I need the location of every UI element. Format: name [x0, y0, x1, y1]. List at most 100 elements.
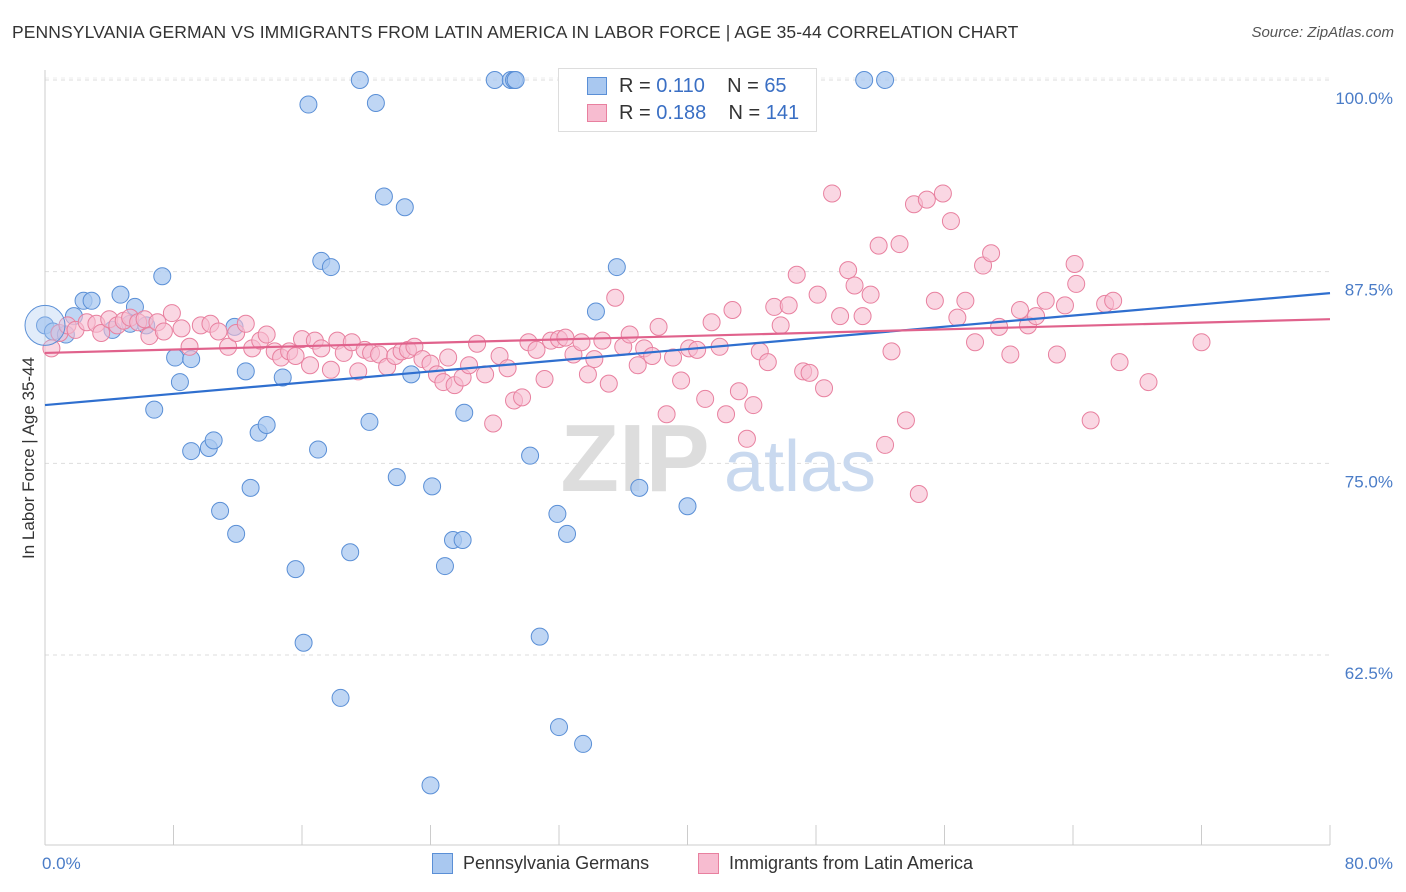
latin-america-point [154, 322, 173, 341]
latin-america-point [771, 316, 790, 335]
legend-r-label: R = [619, 75, 651, 97]
latin-america-point [657, 405, 676, 424]
latin-america-point [966, 333, 985, 352]
latin-america-point [948, 308, 967, 327]
legend-r-value: 0.188 [656, 102, 707, 124]
legend-n-label: N = [727, 75, 759, 97]
legend-n-label: N = [728, 102, 761, 124]
pennsylvania-germans-point [548, 504, 567, 523]
latin-america-point [312, 339, 331, 358]
legend-r-label: R = [619, 102, 651, 124]
axes [44, 70, 1331, 846]
pennsylvania-germans-point [387, 468, 406, 487]
x-tick-label: 0.0% [42, 854, 81, 873]
latin-america-point [853, 307, 872, 326]
pennsylvania-germans-point [506, 71, 525, 89]
pennsylvania-germans-point [855, 71, 874, 89]
pennsylvania-germans-point [82, 291, 101, 310]
pennsylvania-germans-point [241, 478, 260, 497]
latin-america-point [1067, 274, 1086, 293]
latin-america-point [599, 374, 618, 393]
latin-america-point [585, 350, 604, 369]
latin-america-point [882, 342, 901, 361]
latin-america-point [672, 371, 691, 390]
pennsylvania-germans-point [530, 627, 549, 646]
latin-america-point [628, 356, 647, 375]
pennsylvania-germans-point [435, 557, 454, 576]
pennsylvania-germans-point [395, 198, 414, 217]
latin-america-point [890, 235, 909, 254]
latin-america-point [162, 304, 181, 323]
pennsylvania-germans-point [299, 95, 318, 114]
pennsylvania-germans-point [145, 400, 164, 419]
pennsylvania-germans-point [294, 633, 313, 652]
latin-america-point [1055, 296, 1074, 315]
latin-america-point [861, 285, 880, 304]
bottom-legend-label: Pennsylvania Germans [463, 853, 650, 873]
latin-america-point [172, 319, 191, 338]
latin-america-point [643, 347, 662, 365]
latin-america-point [257, 325, 276, 344]
pennsylvania-germans-point [521, 446, 540, 465]
latin-america-point [1192, 333, 1211, 352]
y-tick-label: 75.0% [1345, 472, 1393, 491]
latin-america-point [468, 334, 487, 353]
latin-america-point [236, 314, 255, 333]
legend-swatch-pink [587, 104, 607, 122]
pennsylvania-germans-point [257, 416, 276, 434]
y-tick-label: 87.5% [1345, 281, 1393, 300]
gridlines [45, 77, 1330, 656]
latin-america-point [286, 347, 305, 365]
latin-america-point [620, 325, 639, 344]
latin-america-point [1110, 353, 1129, 372]
pennsylvania-germans-point [360, 412, 379, 431]
latin-america-point [845, 276, 864, 295]
latin-america-point [513, 388, 532, 407]
latin-america-point [839, 261, 858, 280]
latin-america-point [729, 382, 748, 401]
latin-america-point [869, 236, 888, 255]
latin-america-point [787, 265, 806, 284]
latin-america-point [702, 313, 721, 332]
pennsylvania-germans-trend-line [44, 292, 1331, 407]
pennsylvania-germans-point [558, 524, 577, 543]
y-tick-label: 100.0% [1335, 89, 1393, 108]
pennsylvania-germans-point [182, 442, 201, 461]
latin-america-point [649, 317, 668, 336]
bottom-legend-swatch-pink [698, 853, 719, 874]
bottom-legend-label: Immigrants from Latin America [729, 853, 974, 873]
latin-america-point [219, 337, 238, 356]
latin-america-point [737, 429, 756, 448]
legend-swatch-blue [587, 77, 607, 95]
latin-america-point [578, 365, 597, 384]
correlation-legend: R = 0.110 N = 65 R = 0.188 N = 141 [558, 68, 817, 132]
pennsylvania-germans-point [309, 440, 328, 459]
latin-america-point [460, 356, 479, 375]
latin-america-point [941, 212, 960, 231]
latin-america-point [1081, 411, 1100, 430]
pennsylvania-germans-point [211, 501, 230, 520]
latin-america-point [301, 356, 320, 375]
pennsylvania-germans-point [166, 348, 185, 367]
latin-america-point [1065, 255, 1084, 273]
latin-america-point [321, 360, 340, 379]
latin-america-point [815, 379, 834, 398]
latin-america-point [933, 184, 952, 203]
latin-america-point [1001, 345, 1020, 364]
pennsylvania-germans-point [421, 776, 440, 795]
pennsylvania-germans-point [630, 478, 649, 497]
pennsylvania-germans-point [350, 71, 369, 89]
legend-n-value: 65 [764, 75, 787, 97]
legend-n-value: 141 [765, 102, 800, 124]
latin-america-point [498, 359, 517, 378]
latin-america-point [696, 389, 715, 408]
data-points [24, 71, 1211, 795]
pennsylvania-germans-point [111, 285, 130, 304]
pennsylvania-germans-point [236, 362, 255, 381]
latin-america-point [723, 301, 742, 319]
latin-america-point [956, 291, 975, 310]
pennsylvania-germans-point [341, 543, 360, 562]
pennsylvania-germans-point [331, 688, 350, 707]
pennsylvania-germans-point [485, 71, 504, 89]
